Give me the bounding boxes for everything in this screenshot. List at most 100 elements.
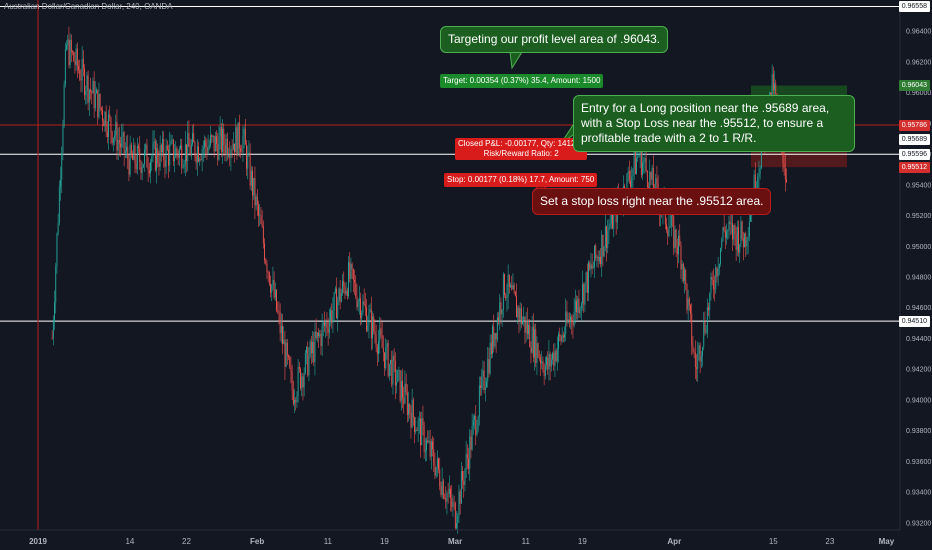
candle-body xyxy=(459,491,461,504)
candle-body xyxy=(510,285,511,288)
candle-body xyxy=(385,347,387,368)
candle-body xyxy=(397,370,399,383)
candle-body xyxy=(96,89,97,94)
candle-body xyxy=(666,223,667,230)
price-axis-tag: 0.95786 xyxy=(898,119,930,131)
candle-body xyxy=(104,111,106,127)
candle-body xyxy=(462,471,463,481)
candle-body xyxy=(606,226,607,249)
candle-body xyxy=(157,148,159,164)
candle-body xyxy=(327,328,329,333)
candle-body xyxy=(265,260,267,264)
candle-body xyxy=(670,215,672,226)
candle-body xyxy=(644,157,646,162)
candle-body xyxy=(252,170,253,196)
candle-body xyxy=(222,128,223,152)
candle-body xyxy=(153,141,155,144)
candle-body xyxy=(432,441,433,449)
candle-body xyxy=(433,448,435,465)
candle-body xyxy=(656,178,658,184)
candle-body xyxy=(517,307,519,318)
candle-body xyxy=(640,145,642,176)
candle-body xyxy=(392,355,394,385)
stop-note[interactable]: Set a stop loss right near the .95512 ar… xyxy=(532,188,772,215)
stop-label: Stop: 0.00177 (0.18%) 17.7, Amount: 750 xyxy=(444,173,598,187)
candle-body xyxy=(446,493,448,502)
candle-body xyxy=(110,117,112,132)
candle-body xyxy=(598,256,600,261)
candle-body xyxy=(400,380,402,401)
candle-body xyxy=(358,298,360,302)
candle-body xyxy=(204,140,205,148)
candle-body xyxy=(187,132,189,162)
candle-body xyxy=(344,285,346,294)
candle-body xyxy=(687,298,689,310)
candle-body xyxy=(456,523,457,528)
candle-body xyxy=(589,262,591,270)
candle-body xyxy=(302,376,304,388)
candle-body xyxy=(132,155,133,160)
candle-body xyxy=(435,467,437,476)
y-tick-label: 0.94000 xyxy=(906,397,931,404)
candle-body xyxy=(457,515,459,524)
candle-body xyxy=(295,400,297,402)
candle-body xyxy=(597,256,599,261)
candle-body xyxy=(471,426,473,450)
candle-body xyxy=(438,458,439,470)
candle-body xyxy=(292,390,294,404)
candle-body xyxy=(69,40,71,66)
candle-body xyxy=(608,227,610,231)
target-note[interactable]: Targeting our profit level area of .9604… xyxy=(440,26,669,53)
candle-body xyxy=(460,471,462,504)
candle-body xyxy=(646,171,648,188)
candle-body xyxy=(712,279,714,289)
candle-body xyxy=(256,196,258,205)
candle-body xyxy=(373,316,375,332)
candle-body xyxy=(230,149,232,158)
candle-body xyxy=(536,343,538,364)
candle-body xyxy=(52,321,54,339)
candle-body xyxy=(99,94,101,108)
candle-body xyxy=(357,301,359,308)
candle-body xyxy=(577,298,579,313)
candle-body xyxy=(238,122,240,149)
candle-body xyxy=(321,324,323,347)
candle-body xyxy=(734,225,736,234)
candle-body xyxy=(126,146,127,152)
candle-body xyxy=(244,128,246,145)
candle-body xyxy=(786,179,787,183)
candle-body xyxy=(403,397,405,404)
candle-body xyxy=(325,321,327,327)
candle-body xyxy=(544,365,546,376)
y-tick-label: 0.95400 xyxy=(906,182,931,189)
candle-body xyxy=(469,436,471,469)
candle-body xyxy=(556,348,558,362)
candle-body xyxy=(718,263,720,269)
entry-note[interactable]: Entry for a Long position near the .9568… xyxy=(573,95,855,152)
candle-body xyxy=(477,416,479,429)
candle-body xyxy=(343,280,345,286)
candle-body xyxy=(342,280,343,293)
candle-body xyxy=(243,128,245,137)
candle-body xyxy=(404,383,406,404)
candle-body xyxy=(452,502,454,508)
candle-body xyxy=(166,145,168,150)
candle-body xyxy=(702,346,703,356)
x-tick-label: 19 xyxy=(578,537,587,546)
candle-body xyxy=(495,333,497,340)
candle-body xyxy=(123,132,125,153)
candle-body xyxy=(112,137,114,144)
candle-body xyxy=(758,173,760,177)
candle-body xyxy=(703,321,705,347)
candle-body xyxy=(747,236,749,241)
candle-body xyxy=(681,263,683,270)
candle-body xyxy=(308,355,310,376)
candle-body xyxy=(331,310,333,323)
candle-body xyxy=(697,354,699,369)
candle-body xyxy=(310,341,312,354)
candle-body xyxy=(54,302,55,322)
candle-body xyxy=(492,326,493,355)
candle-body xyxy=(784,168,786,180)
candle-body xyxy=(458,491,460,516)
candle-body xyxy=(363,301,365,305)
